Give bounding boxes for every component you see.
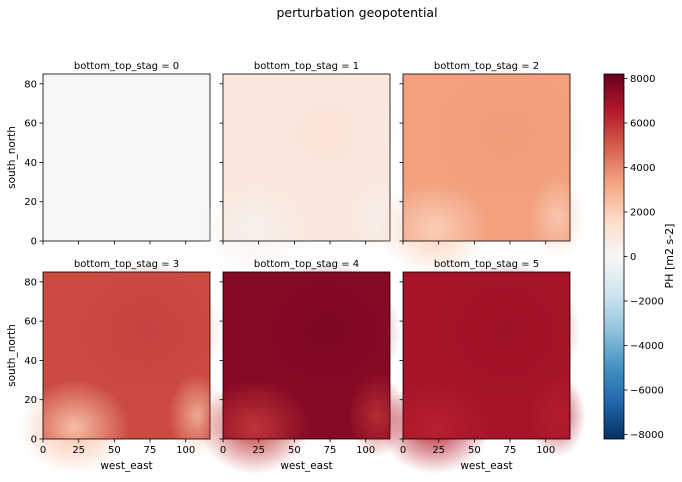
panel-frame: [402, 73, 571, 242]
panel-frame: [222, 73, 391, 242]
x-tick-label: 25: [252, 445, 265, 456]
x-tick-label: 0: [40, 445, 46, 456]
y-tick-label: 0: [31, 237, 37, 248]
x-tick-label: 100: [536, 445, 555, 456]
x-tick-label: 25: [432, 445, 445, 456]
y-axis-label: south_north: [6, 126, 18, 189]
panel-title: bottom_top_stag = 3: [74, 259, 179, 270]
x-tick-label: 75: [504, 445, 517, 456]
x-tick-label: 75: [324, 445, 337, 456]
panel-title: bottom_top_stag = 0: [74, 61, 179, 72]
x-tick-label: 0: [400, 445, 406, 456]
colorbar-tick-label: −2000: [630, 297, 664, 308]
low-value-region: [199, 380, 310, 474]
low-value-region: [379, 380, 490, 474]
facet-panel: bottom_top_stag = 3 0 25 50 75 100 0 20 40 60 80 we…: [6, 259, 226, 474]
x-axis-label: west_east: [100, 460, 152, 472]
colorbar-tick-label: −6000: [630, 386, 664, 397]
y-tick-label: 0: [31, 435, 37, 446]
x-axis-label: west_east: [460, 460, 512, 472]
panel-frame: [222, 271, 391, 440]
x-axis-label: west_east: [280, 460, 332, 472]
x-tick-label: 100: [176, 445, 195, 456]
facet-panel: bottom_top_stag = 5 0 25 50 75 100 west_east: [379, 259, 586, 474]
colorbar-tick-label: 2000: [630, 207, 655, 218]
y-tick-label: 20: [24, 395, 37, 406]
high-value-region: [70, 260, 221, 402]
heatmap-field: [43, 74, 210, 241]
y-tick-label: 80: [24, 277, 37, 288]
colorbar-gradient: [604, 74, 624, 439]
y-tick-label: 40: [24, 356, 37, 367]
high-value-region: [430, 62, 581, 204]
low-value-region: [199, 182, 310, 276]
low-value-region: [528, 373, 586, 458]
y-tick-label: 40: [24, 158, 37, 169]
colorbar-tick-label: 8000: [630, 74, 655, 85]
facet-panel: bottom_top_stag = 0 0 20 40 60 80 south_north: [6, 61, 211, 248]
low-value-region: [528, 175, 586, 260]
x-tick-label: 100: [356, 445, 375, 456]
x-tick-label: 75: [144, 445, 157, 456]
colorbar-tick-label: 6000: [630, 118, 655, 129]
y-tick-label: 20: [24, 197, 37, 208]
panel-title: bottom_top_stag = 5: [434, 259, 539, 270]
high-value-region: [430, 260, 581, 402]
x-tick-label: 50: [108, 445, 121, 456]
panel-title: bottom_top_stag = 2: [434, 61, 539, 72]
x-tick-label: 25: [72, 445, 85, 456]
y-tick-label: 60: [24, 317, 37, 328]
colorbar-tick-label: 0: [630, 252, 636, 263]
panel-frame: [402, 271, 571, 440]
panel-title: bottom_top_stag = 4: [254, 259, 359, 270]
low-value-region: [19, 380, 130, 474]
facet-panel: bottom_top_stag = 1: [199, 61, 406, 276]
colorbar-tick-label: 4000: [630, 163, 655, 174]
y-tick-label: 60: [24, 119, 37, 130]
facet-panels: bottom_top_stag = 0020406080south_northb…: [6, 61, 586, 474]
colorbar: −8000 −6000 −4000 −2000 0 2000 4000 6000 8000: [603, 73, 664, 441]
x-tick-label: 50: [468, 445, 481, 456]
high-value-region: [250, 62, 401, 204]
colorbar-tick-label: −4000: [630, 341, 664, 352]
facet-panel: bottom_top_stag = 2: [379, 61, 586, 276]
colorbar-tick-label: −8000: [630, 430, 664, 441]
facet-panel: bottom_top_stag = 4 0 25 50 75 100 west_east: [199, 259, 406, 474]
chart-title: perturbation geopotential: [276, 5, 437, 20]
y-tick-label: 80: [24, 79, 37, 90]
low-value-region: [379, 182, 490, 276]
y-axis-label: south_north: [6, 324, 18, 387]
x-tick-label: 0: [220, 445, 226, 456]
high-value-region: [250, 260, 401, 402]
panel-title: bottom_top_stag = 1: [254, 61, 359, 72]
panel-frame: [42, 73, 211, 242]
x-tick-label: 50: [288, 445, 301, 456]
colorbar-label: PH [m2 s-2]: [663, 224, 676, 289]
panel-frame: [42, 271, 211, 440]
